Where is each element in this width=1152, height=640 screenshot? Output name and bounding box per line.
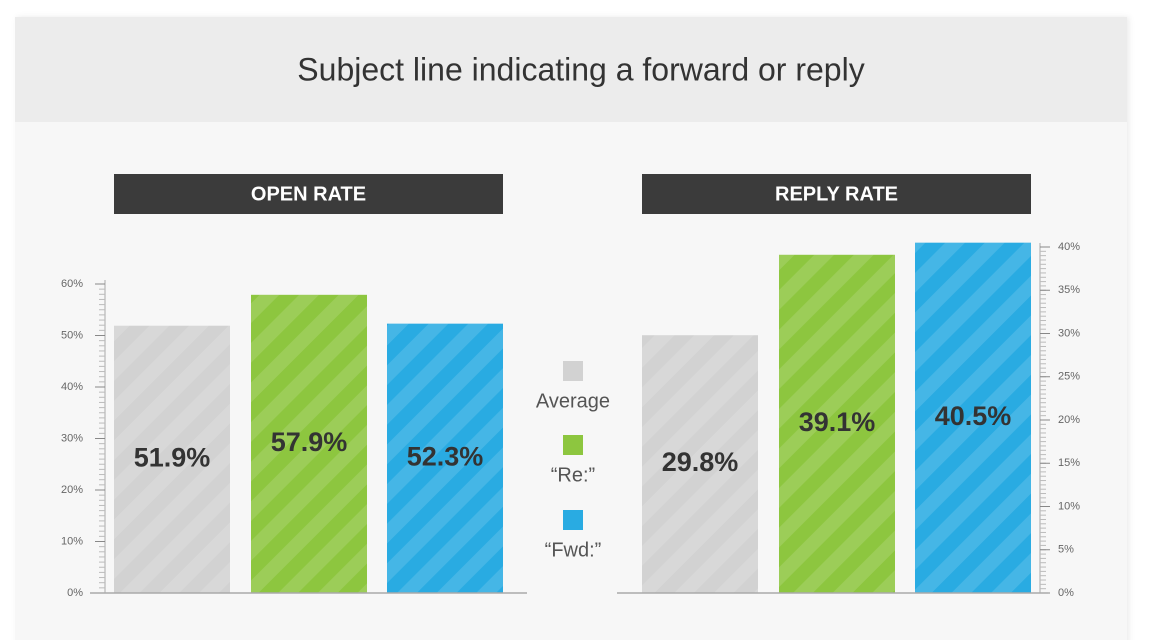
value-label: 52.3% [407,441,484,471]
bar-stripes [251,294,367,593]
bar-stripes [114,325,230,593]
bar-stripes [779,254,895,593]
y-tick-label: 40% [61,381,83,393]
chart-title: REPLY RATE [775,183,898,205]
y-tick-label: 25% [1058,371,1080,383]
legend-swatch [563,435,583,455]
value-label: 29.8% [662,447,739,477]
legend-label: “Fwd:” [545,539,602,561]
y-tick-label: 40% [1058,241,1080,253]
legend-swatch [563,510,583,530]
value-label: 40.5% [935,401,1012,431]
chart-header [114,174,503,214]
y-tick-label: 20% [1058,414,1080,426]
charts: OPEN RATE 0% 10% 20% 30% 40% 50% 60% 51.9% 57.9% 5… [61,174,1080,599]
y-tick-label: 35% [1058,284,1080,296]
legend-label: Average [536,390,610,412]
y-tick-label: 30% [1058,327,1080,339]
bar-stripes [642,335,758,593]
bar-stripes [915,242,1031,594]
chart-title: OPEN RATE [251,183,366,205]
y-tick-label: 10% [61,535,83,547]
y-tick-label: 60% [61,278,83,290]
legend-swatch [563,361,583,381]
header-band [15,17,1127,122]
legend-label: “Re:” [551,464,595,486]
page-title: Subject line indicating a forward or rep… [297,51,864,87]
y-tick-label: 50% [61,329,83,341]
y-tick-label: 15% [1058,457,1080,469]
bar-stripes [387,323,503,593]
value-label: 39.1% [799,407,876,437]
y-tick-label: 10% [1058,500,1080,512]
y-tick-label: 0% [1058,587,1074,599]
y-tick-label: 0% [67,587,83,599]
y-tick-label: 5% [1058,544,1074,556]
y-tick-label: 20% [61,484,83,496]
chart-header [642,174,1031,214]
y-tick-label: 30% [61,432,83,444]
value-label: 51.9% [134,442,211,472]
value-label: 57.9% [271,427,348,457]
